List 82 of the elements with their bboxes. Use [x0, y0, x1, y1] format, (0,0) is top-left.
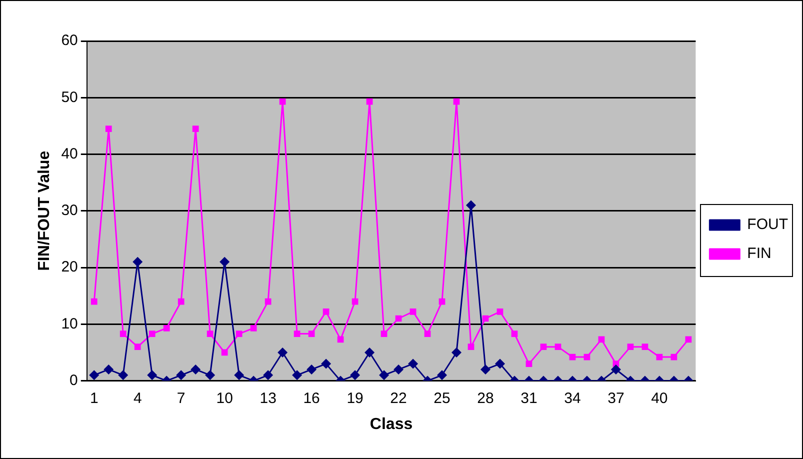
point: [468, 344, 474, 350]
point: [437, 370, 448, 380]
point: [118, 370, 128, 380]
y-tick-label: 40: [61, 145, 78, 162]
point: [148, 330, 156, 337]
point: [90, 298, 98, 305]
point: [264, 298, 272, 305]
point: [480, 364, 490, 374]
x-tick-label: 34: [564, 390, 581, 407]
legend-label: FOUT: [747, 216, 788, 234]
x-tick-label: 31: [520, 390, 538, 407]
point: [364, 347, 375, 358]
point: [627, 344, 634, 350]
point: [685, 336, 692, 343]
point: [250, 324, 257, 332]
point: [292, 370, 302, 380]
point: [206, 330, 214, 337]
point: [410, 308, 416, 315]
point: [205, 370, 216, 380]
point: [163, 324, 170, 332]
point: [306, 364, 317, 374]
point: [89, 370, 100, 380]
point: [452, 347, 462, 358]
x-tick-label: 25: [434, 390, 450, 407]
point: [540, 344, 547, 350]
point: [176, 370, 186, 380]
x-tick-label: 40: [651, 390, 668, 407]
point: [466, 200, 476, 210]
point: [234, 370, 244, 380]
x-tick-label: 37: [608, 390, 624, 407]
y-tick-label: 60: [61, 32, 78, 50]
point: [278, 347, 288, 358]
point: [134, 344, 141, 350]
x-tick-label: 16: [303, 390, 320, 407]
point: [526, 360, 532, 367]
x-tick-label: 7: [176, 390, 186, 407]
point: [494, 358, 505, 369]
point: [263, 370, 274, 380]
point: [147, 370, 158, 380]
point: [453, 98, 460, 105]
point: [380, 330, 388, 337]
x-axis-title: Class: [370, 416, 413, 433]
point: [105, 126, 112, 132]
point: [294, 330, 300, 337]
point: [394, 364, 404, 374]
x-tick-label: 10: [216, 390, 233, 407]
point: [379, 370, 390, 380]
point: [366, 98, 373, 105]
point: [408, 358, 418, 369]
x-tick-label: 4: [133, 390, 142, 407]
y-tick-label: 50: [61, 88, 78, 106]
legend-label: FIN: [747, 245, 772, 262]
point: [190, 364, 201, 374]
point: [220, 256, 230, 267]
point: [642, 344, 648, 350]
point: [279, 98, 286, 105]
point: [424, 330, 431, 337]
point: [308, 330, 315, 337]
point: [120, 330, 126, 337]
point: [610, 364, 621, 374]
point: [132, 256, 143, 267]
point: [496, 308, 504, 315]
point: [236, 330, 242, 337]
x-tick-label: 1: [90, 390, 98, 407]
point: [321, 358, 332, 369]
y-axis-title: FIN/FOUT Value: [36, 150, 54, 271]
point: [104, 364, 114, 374]
point: [511, 330, 518, 337]
x-tick-label: 22: [390, 390, 407, 407]
x-tick-label: 13: [260, 390, 276, 407]
point: [322, 308, 330, 315]
x-tick-label: 28: [477, 390, 494, 407]
y-tick-label: 0: [70, 372, 78, 389]
point: [221, 349, 228, 356]
point: [554, 344, 562, 350]
point: [350, 370, 360, 380]
y-tick-label: 20: [61, 258, 78, 276]
y-tick-label: 10: [61, 315, 78, 332]
point: [192, 126, 199, 132]
y-tick-label: 30: [61, 202, 78, 220]
x-tick-label: 19: [346, 390, 364, 407]
point: [178, 298, 184, 305]
